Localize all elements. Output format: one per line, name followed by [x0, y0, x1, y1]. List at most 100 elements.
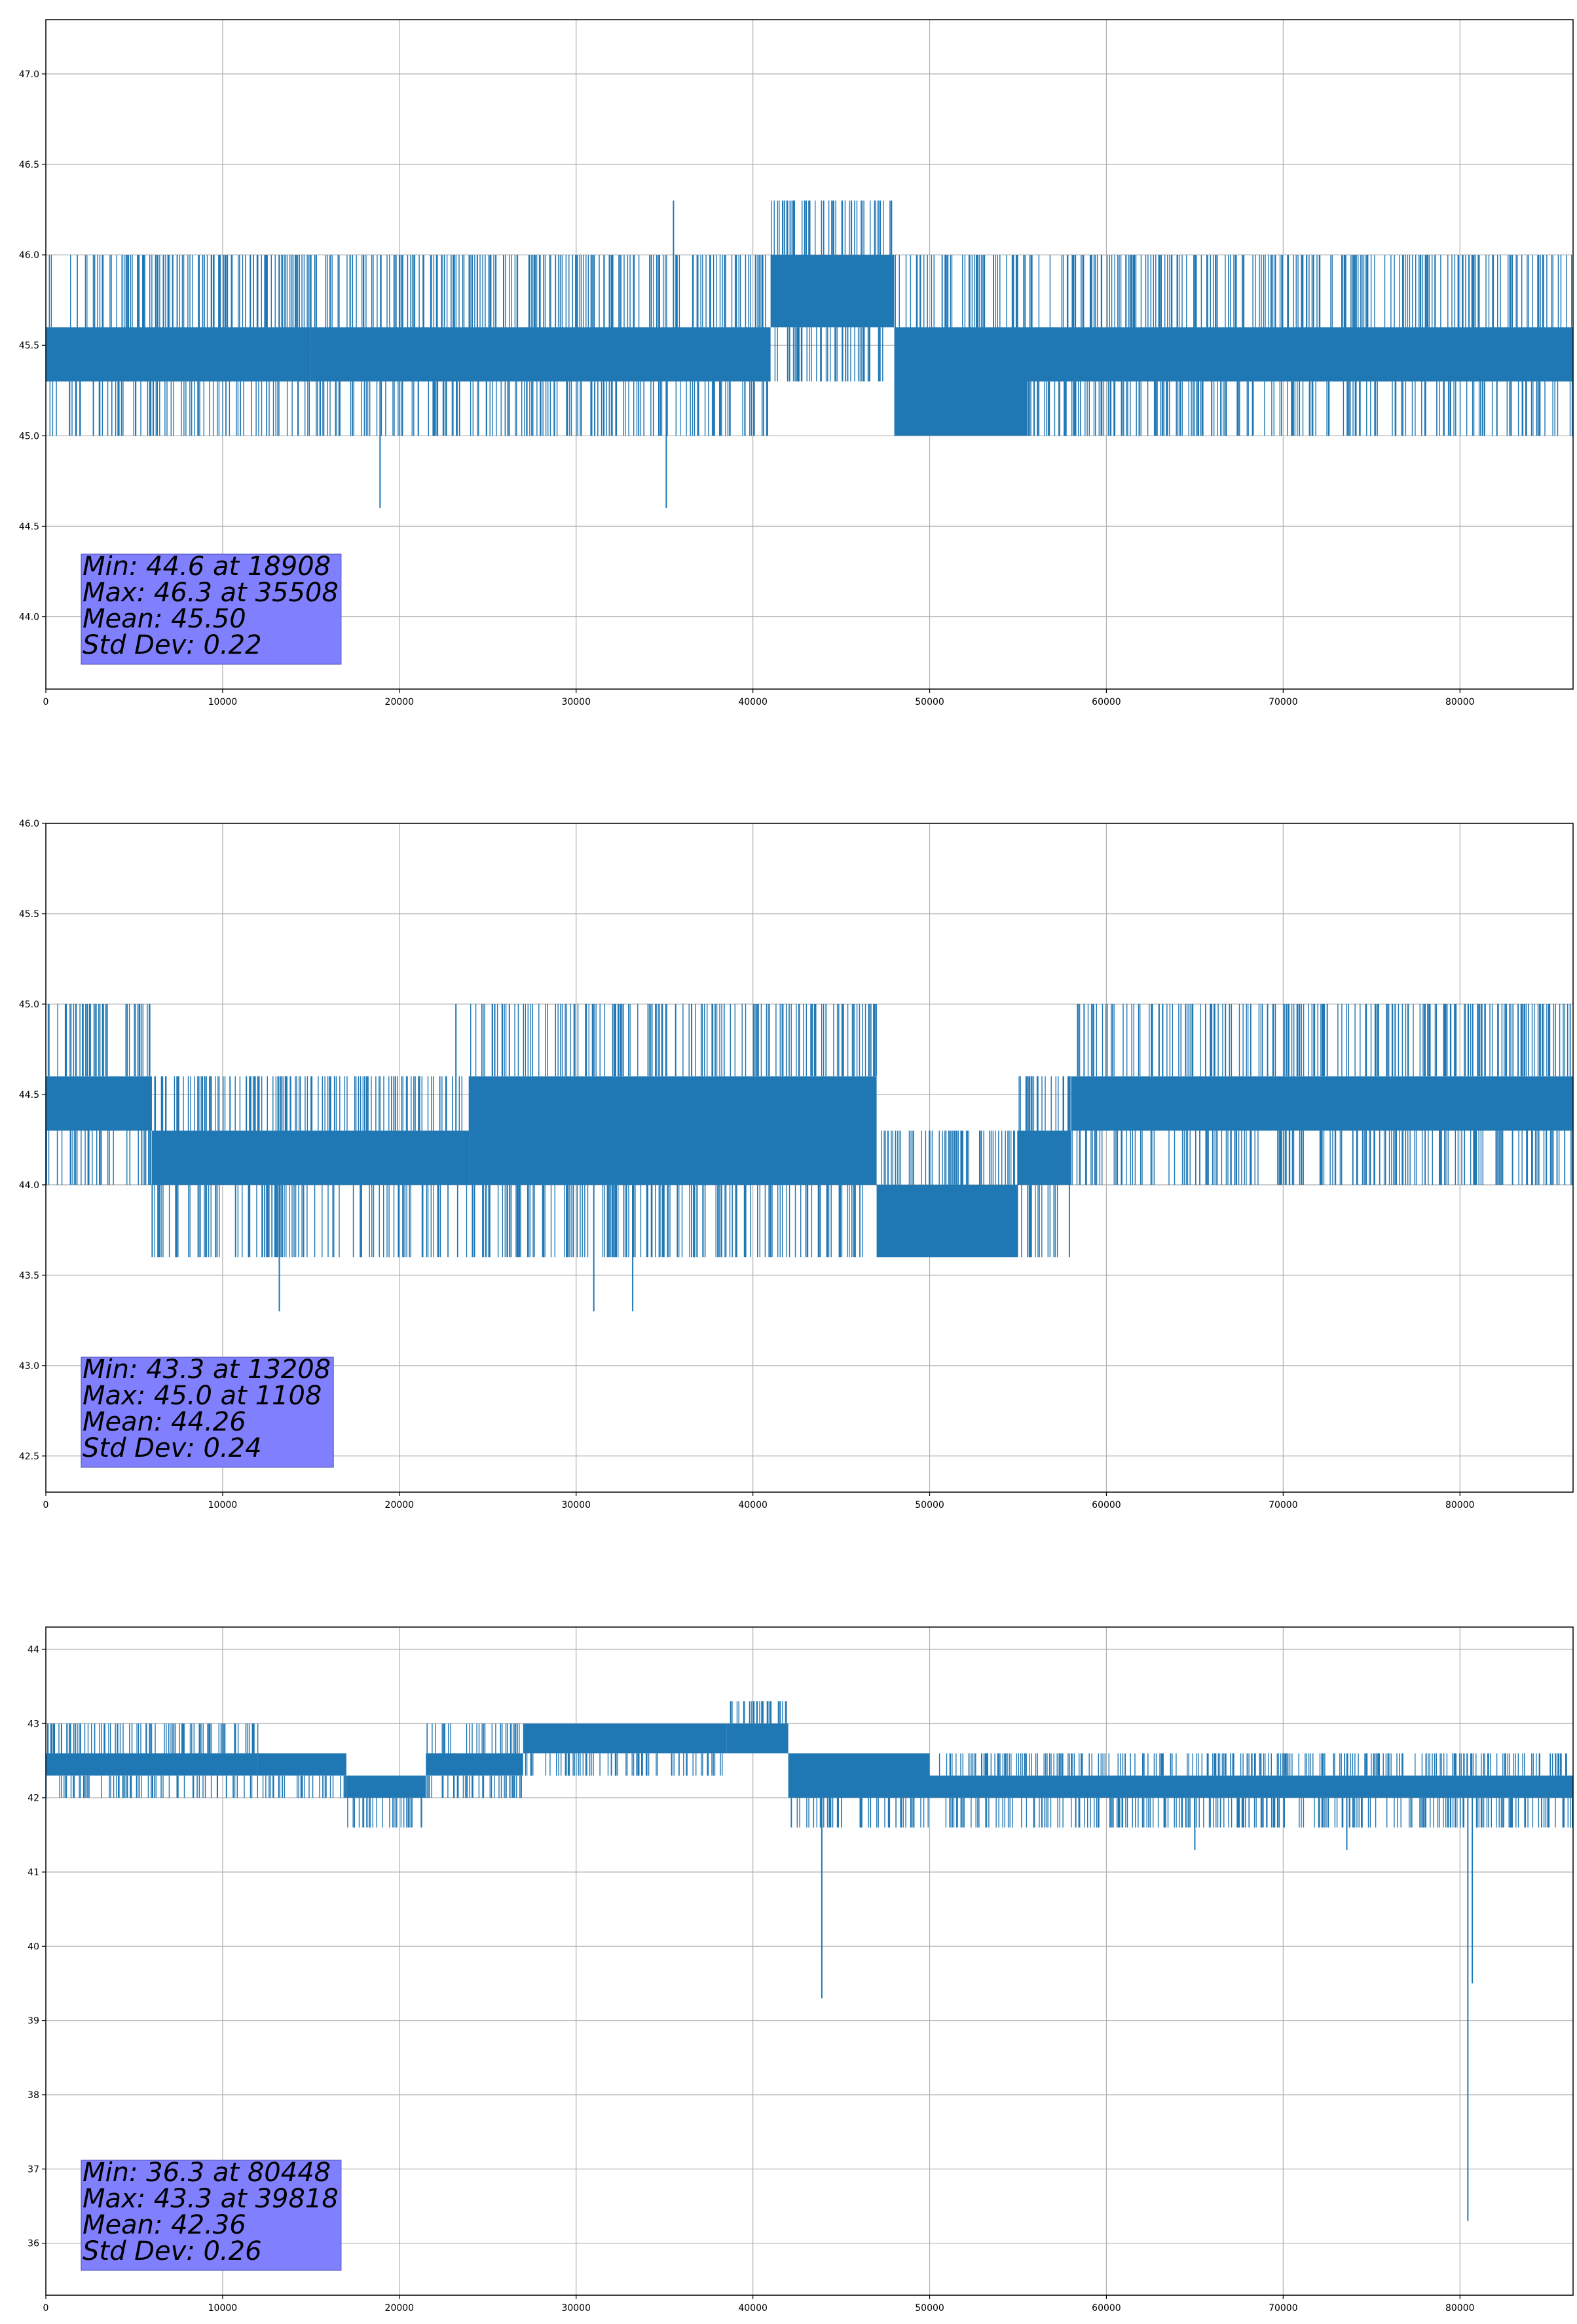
y-tick-label: 43	[28, 1719, 39, 1729]
series-band	[770, 255, 895, 328]
series-band	[726, 1723, 788, 1753]
stats-line: Std Dev: 0.24	[83, 1433, 262, 1463]
stats-line: Mean: 44.26	[83, 1407, 246, 1437]
stats-line: Mean: 42.36	[83, 2210, 246, 2240]
x-tick-label: 70000	[1269, 1500, 1298, 1510]
y-tick-label: 37	[28, 2164, 39, 2175]
x-tick-label: 80000	[1445, 1500, 1475, 1510]
x-tick-label: 60000	[1092, 2303, 1121, 2314]
y-tick-label: 39	[28, 2016, 39, 2027]
y-tick-label: 46.0	[19, 250, 39, 261]
x-tick-label: 40000	[738, 1500, 768, 1510]
y-tick-label: 45.5	[19, 909, 39, 920]
series-spikes	[1018, 1076, 1071, 1258]
y-tick-label: 45.0	[19, 1000, 39, 1010]
series-band	[929, 1775, 1573, 1798]
series-band	[257, 1753, 346, 1776]
series-spikes	[790, 1797, 929, 1827]
y-tick-label: 41	[28, 1867, 39, 1878]
y-tick-label: 44.5	[19, 1090, 39, 1100]
y-tick-label: 44.5	[19, 521, 39, 532]
panel-1: 0 10000 20000 30000 40000 50000 60000 70000 8000…	[19, 819, 1574, 1510]
x-axis: 0 10000 20000 30000 40000 50000 60000 70000 8000…	[43, 2295, 1475, 2314]
x-tick-label: 30000	[561, 1500, 591, 1510]
series-trace	[46, 1701, 1573, 2221]
stats-line: Std Dev: 0.22	[83, 630, 262, 660]
y-tick-label: 46.5	[19, 160, 39, 170]
x-tick-label: 0	[43, 2303, 49, 2314]
series-spikes	[895, 255, 1026, 328]
x-tick-label: 20000	[385, 1500, 415, 1510]
y-tick-label: 40	[28, 1941, 39, 1952]
stats-line: Max: 43.3 at 39818	[83, 2184, 339, 2214]
x-tick-label: 20000	[385, 2303, 415, 2314]
x-tick-label: 10000	[208, 1500, 238, 1510]
x-tick-label: 60000	[1092, 1500, 1121, 1510]
stats-line: Min: 44.6 at 18908	[83, 552, 331, 582]
series-spikes	[46, 1723, 259, 1798]
x-tick-label: 50000	[915, 1500, 944, 1510]
panel-2: 0 10000 20000 30000 40000 50000 60000 70000 8000…	[28, 1626, 1574, 2314]
x-tick-label: 0	[43, 1500, 49, 1510]
x-tick-label: 0	[43, 697, 49, 707]
stats-line: Std Dev: 0.26	[83, 2236, 262, 2266]
stats-line: Mean: 45.50	[83, 604, 246, 634]
x-tick-label: 70000	[1269, 2303, 1298, 2314]
series-band	[46, 1753, 258, 1776]
series-band	[426, 1753, 523, 1776]
stats-line: Max: 45.0 at 1108	[83, 1381, 322, 1411]
x-tick-label: 60000	[1092, 697, 1121, 707]
y-tick-label: 36	[28, 2239, 39, 2249]
x-tick-label: 50000	[915, 697, 944, 707]
series-band	[346, 1775, 426, 1798]
y-tick-label: 42	[28, 1793, 39, 1804]
series-spikes	[470, 1003, 878, 1258]
x-tick-label: 30000	[561, 2303, 591, 2314]
series-spikes	[1026, 255, 1573, 436]
x-tick-label: 40000	[738, 2303, 768, 2314]
y-tick-label: 43.0	[19, 1361, 39, 1372]
axes-frame	[45, 19, 1574, 690]
series-trace	[46, 1003, 1573, 1312]
x-tick-label: 10000	[208, 2303, 238, 2314]
series-trace	[46, 200, 1573, 508]
series-spikes	[262, 1775, 346, 1798]
y-tick-label: 42.5	[19, 1452, 39, 1462]
series-band	[876, 1184, 1018, 1258]
stats-line: Min: 43.3 at 13208	[83, 1355, 331, 1385]
stats-line: Max: 46.3 at 35508	[83, 578, 339, 608]
y-tick-label: 45.0	[19, 431, 39, 441]
stats-box	[81, 2160, 342, 2271]
series-band	[894, 327, 1027, 436]
y-axis: 42.5 43.0 43.5 44.0 44.5 45.0 45.5 46.0	[19, 819, 46, 1462]
axes-frame	[45, 823, 1574, 1493]
series-spikes	[938, 1753, 1573, 1827]
y-axis: 36 37 38 39 40 41 42 43 44	[28, 1645, 46, 2249]
stats-box	[81, 553, 342, 665]
series-band	[46, 1076, 152, 1131]
x-tick-label: 40000	[738, 697, 768, 707]
axes-frame	[45, 1626, 1574, 2296]
series-spikes	[151, 1076, 471, 1258]
series-spikes	[347, 1797, 422, 1827]
series-spikes	[46, 255, 312, 436]
series-band	[1071, 1076, 1573, 1131]
y-tick-label: 46.0	[19, 819, 39, 829]
x-tick-label: 70000	[1269, 697, 1298, 707]
x-tick-label: 50000	[915, 2303, 944, 2314]
x-tick-label: 10000	[208, 697, 238, 707]
series-spikes	[525, 1753, 723, 1776]
y-tick-label: 44.0	[19, 612, 39, 623]
y-axis: 44.0 44.5 45.0 45.5 46.0 46.5 47.0	[19, 69, 46, 623]
series-spikes	[730, 1701, 787, 1724]
series-band	[788, 1753, 930, 1798]
series-spikes	[881, 1131, 1018, 1185]
series-spikes	[310, 255, 768, 436]
y-tick-label: 38	[28, 2090, 39, 2101]
stats-line: Min: 36.3 at 80448	[83, 2158, 331, 2188]
x-axis: 0 10000 20000 30000 40000 50000 60000 70000 8000…	[43, 689, 1475, 707]
